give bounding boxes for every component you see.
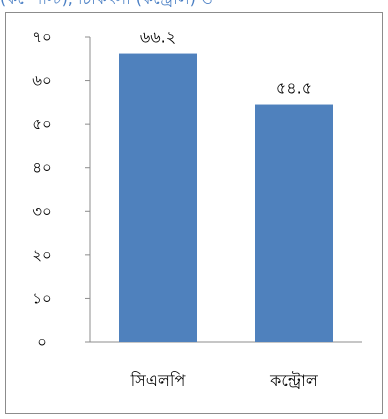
bar-2 — [255, 104, 333, 343]
category-label: সিএলপি — [130, 371, 187, 390]
chart-bars — [119, 53, 333, 343]
y-tick-label: ৭০ — [32, 28, 52, 46]
y-tick-label: ২০ — [32, 246, 52, 264]
category-label: কন্ট্রোল — [269, 371, 319, 390]
y-tick-label: ৫০ — [32, 115, 52, 133]
y-tick-label: ৩০ — [32, 202, 52, 220]
cropped-caption-text: (কম্পোস্ট), চিকিৎসা (কন্ট্রোল) ও — [0, 0, 213, 8]
y-tick-label: ৬০ — [32, 72, 52, 90]
chart-labels: ০ ১০ ২০ ৩০ ৪০ ৫০ ৬০ ৭০ ৬৬.২ সিএলপি ৫৪.৫ কন্ট্রোল — [32, 28, 319, 390]
y-tick-label: ০ — [37, 333, 47, 351]
bar-value-label: ৬৬.২ — [140, 28, 176, 47]
y-tick-label: ১০ — [32, 289, 52, 307]
bar-1 — [119, 53, 197, 343]
y-tick-label: ৪০ — [32, 159, 52, 177]
bar-value-label: ৫৪.৫ — [276, 79, 312, 98]
cropped-caption-strip: (কম্পোস্ট), চিকিৎসা (কন্ট্রোল) ও — [0, 0, 388, 10]
